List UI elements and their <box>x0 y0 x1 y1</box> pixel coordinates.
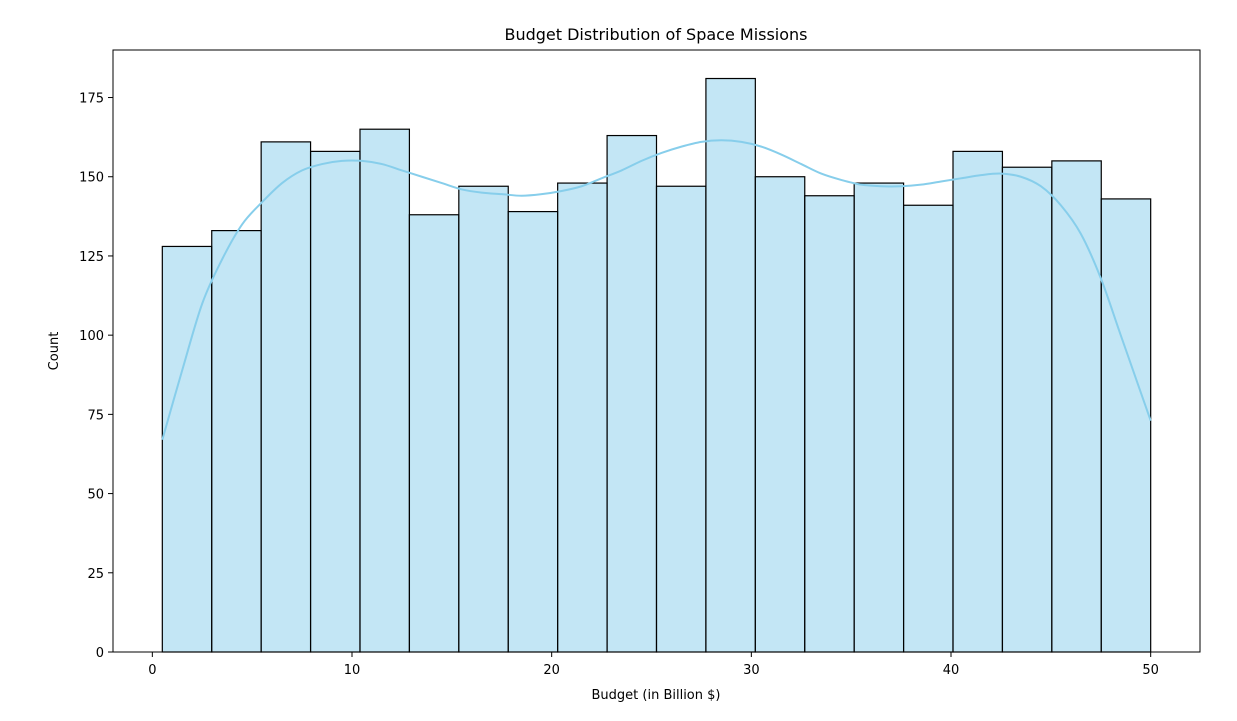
histogram-bar <box>952 150 1004 653</box>
histogram-bar <box>458 185 509 653</box>
x-tick-label: 10 <box>344 663 361 678</box>
y-tick-label: 100 <box>79 329 104 344</box>
x-tick-label: 50 <box>1142 663 1159 678</box>
histogram-bar <box>161 245 213 653</box>
histogram-bar <box>408 214 460 653</box>
y-tick-label: 75 <box>87 408 104 423</box>
y-tick-label: 125 <box>79 250 104 265</box>
histogram-bar <box>260 141 312 653</box>
histogram-bar <box>804 195 855 653</box>
kde-curve-group <box>161 139 1152 440</box>
histogram-bar <box>557 182 608 653</box>
x-tick-label: 30 <box>743 663 760 678</box>
x-tick-label: 40 <box>943 663 960 678</box>
histogram-bar <box>902 204 954 653</box>
y-tick-label: 175 <box>79 92 104 107</box>
x-tick-label: 0 <box>148 663 156 678</box>
x-tick-label: 20 <box>543 663 560 678</box>
histogram-bar <box>754 176 806 653</box>
histogram-bar <box>309 150 361 653</box>
histogram-bar <box>606 134 658 653</box>
histogram-bar <box>507 210 559 653</box>
histogram-bar <box>705 77 756 653</box>
axes-frame <box>112 49 1201 653</box>
y-tick-label: 50 <box>87 488 104 503</box>
chart-title: Budget Distribution of Space Missions <box>504 25 807 44</box>
histogram-bar <box>1100 198 1152 653</box>
x-axis-ticks: 0 10 20 30 40 50 <box>148 652 1159 678</box>
y-axis-ticks: 0 25 50 75 100 125 150 175 <box>79 92 113 661</box>
histogram-bar <box>1051 160 1102 653</box>
histogram-bar <box>1001 166 1053 653</box>
x-axis-label: Budget (in Billion $) <box>592 688 721 703</box>
y-tick-label: 25 <box>87 567 104 582</box>
histogram-bars <box>161 77 1152 653</box>
histogram-bar <box>853 182 905 653</box>
histogram-bar <box>655 185 707 653</box>
y-tick-label: 0 <box>96 646 104 661</box>
kde-line <box>161 139 1152 440</box>
y-tick-label: 150 <box>79 171 104 186</box>
y-axis-label: Count <box>47 332 62 371</box>
histogram-bar <box>211 230 262 653</box>
histogram-bar <box>359 128 411 653</box>
